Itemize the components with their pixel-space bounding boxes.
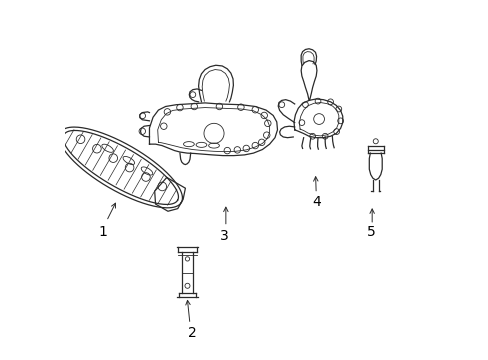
Text: 4: 4 bbox=[311, 194, 320, 208]
Text: 1: 1 bbox=[98, 225, 107, 239]
Text: 3: 3 bbox=[220, 229, 229, 243]
Text: 2: 2 bbox=[188, 327, 197, 341]
Text: 5: 5 bbox=[366, 225, 375, 239]
